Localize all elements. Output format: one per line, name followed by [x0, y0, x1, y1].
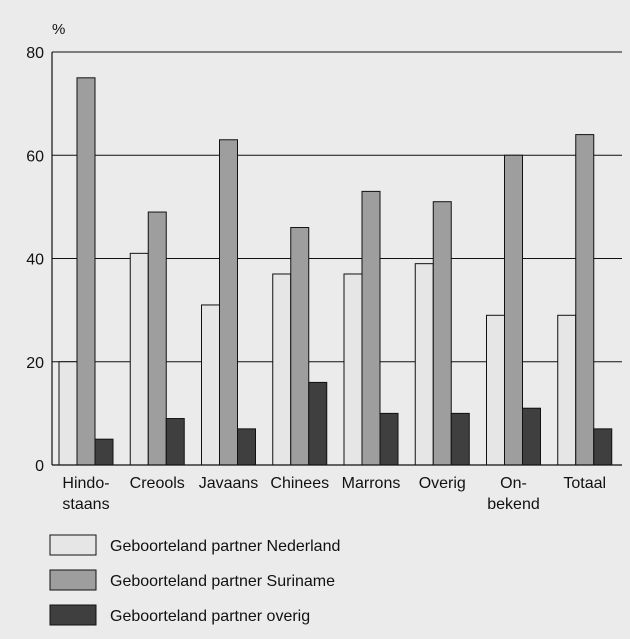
category-label: Marrons [342, 475, 401, 492]
legend-label: Geboorteland partner overig [110, 608, 310, 625]
legend-swatch-1 [49, 569, 97, 591]
y-tick-label: 0 [35, 458, 44, 475]
bars [58, 77, 613, 466]
legend-swatch-0 [49, 534, 97, 556]
category-label: Creools [130, 475, 185, 492]
bar-series-1-cat-7 [575, 134, 595, 466]
y-tick-labels: 0 20 40 60 80 [26, 45, 44, 475]
legend-swatch-2 [49, 604, 97, 626]
bar-series-2-cat-6 [522, 407, 541, 466]
bar-series-2-cat-0 [94, 438, 114, 466]
bar-series-2-cat-2 [237, 428, 256, 466]
category-label: staans [62, 496, 109, 513]
legend-label: Geboorteland partner Nederland [110, 538, 340, 555]
bar-series-0-cat-1 [129, 252, 149, 466]
bar-series-0-cat-2 [201, 304, 220, 466]
y-tick-label: 80 [26, 45, 44, 62]
bar-series-1-cat-0 [76, 77, 96, 466]
bar-series-0-cat-3 [272, 273, 292, 466]
bar-series-1-cat-2 [219, 139, 238, 466]
category-label: Totaal [563, 475, 606, 492]
category-label: bekend [487, 496, 540, 513]
category-label: Javaans [199, 475, 259, 492]
bar-series-1-cat-5 [432, 201, 452, 466]
legend-label: Geboorteland partner Suriname [110, 573, 335, 590]
bar-series-0-cat-7 [557, 314, 577, 466]
bar-series-0-cat-0 [58, 361, 78, 466]
bar-series-2-cat-3 [308, 381, 328, 466]
bar-series-2-cat-1 [165, 418, 185, 466]
y-tick-label: 20 [26, 355, 44, 372]
y-tick-label: 40 [26, 252, 44, 269]
bar-series-0-cat-6 [486, 314, 505, 466]
bar-series-0-cat-5 [414, 263, 434, 466]
bar-series-1-cat-6 [504, 154, 523, 466]
bar-series-2-cat-5 [450, 412, 470, 466]
category-label: Chinees [270, 475, 329, 492]
legend: Geboorteland partner Nederland Geboortela… [49, 534, 340, 626]
y-tick-label: 60 [26, 148, 44, 165]
bar-series-2-cat-4 [379, 412, 399, 466]
category-label: On- [500, 475, 527, 492]
y-axis-unit-label: % [52, 21, 65, 38]
bar-series-1-cat-1 [147, 211, 167, 466]
bar-series-0-cat-4 [343, 273, 363, 466]
bar-series-1-cat-3 [290, 227, 310, 466]
category-labels: Hindo-staans Creools Javaans Chinees Marrons… [62, 475, 606, 513]
bar-series-2-cat-7 [593, 428, 613, 466]
bar-series-1-cat-4 [361, 190, 381, 466]
category-label: Overig [419, 475, 466, 492]
axes [51, 52, 622, 466]
category-label: Hindo- [62, 475, 109, 492]
